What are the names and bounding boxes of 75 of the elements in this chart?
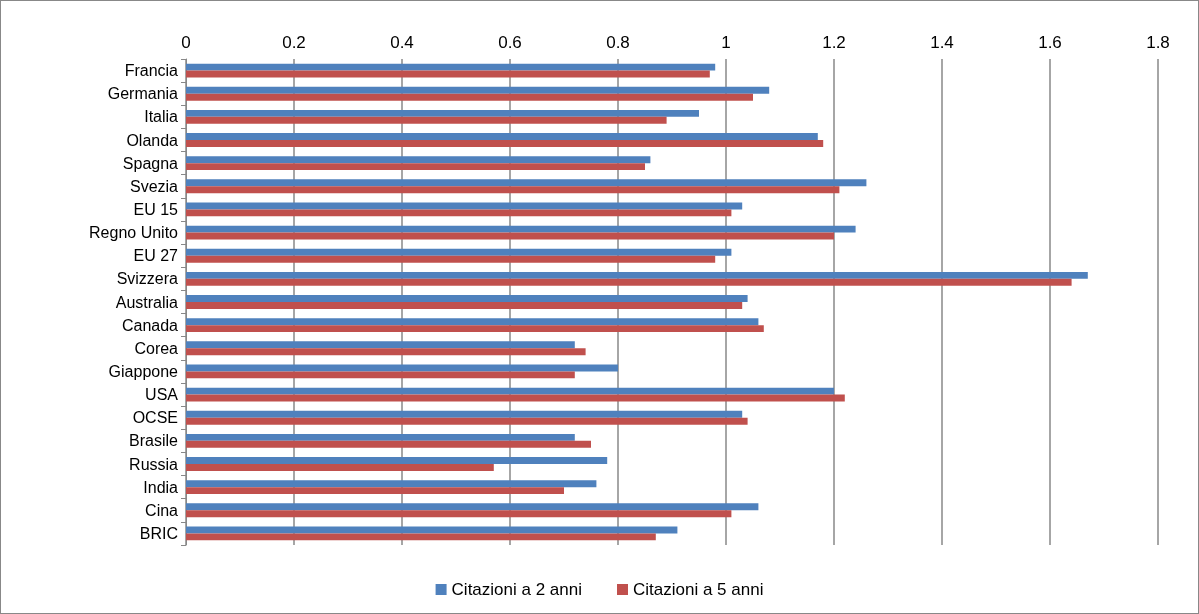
bar — [186, 480, 597, 488]
bar — [186, 510, 732, 518]
bar — [186, 255, 716, 263]
y-tick-label: Canada — [121, 316, 179, 334]
x-tick-label: 0.4 — [390, 33, 414, 52]
bar — [186, 348, 586, 356]
y-tick-label: EU 15 — [133, 200, 179, 218]
bar — [186, 179, 867, 187]
bar — [186, 278, 1072, 286]
y-tick-label: Germania — [107, 85, 179, 103]
bar — [186, 387, 834, 395]
y-tick-label: Svezia — [129, 177, 179, 195]
bar — [186, 325, 764, 333]
bar — [186, 533, 656, 541]
bar — [186, 86, 770, 94]
x-tick-label: 1.8 — [1146, 33, 1170, 52]
bar — [186, 163, 645, 171]
bar — [186, 133, 818, 140]
y-tick-label: Regno Unito — [89, 224, 179, 242]
bar — [186, 433, 575, 441]
y-tick-label: Corea — [134, 339, 179, 357]
bar — [186, 526, 678, 534]
bar — [186, 70, 710, 78]
bar — [186, 302, 743, 309]
y-tick-label: Svizzera — [116, 270, 179, 288]
bar — [186, 109, 699, 117]
bar — [186, 417, 748, 425]
bar — [186, 93, 753, 101]
bar — [186, 209, 732, 217]
y-tick-label: India — [143, 478, 179, 496]
bar — [186, 440, 591, 448]
legend-label: Citazioni a 5 anni — [633, 580, 764, 599]
x-tick-label: 1.2 — [822, 33, 846, 52]
y-tick-label: Italia — [144, 108, 179, 126]
y-tick-label: Olanda — [126, 131, 179, 149]
y-tick-label: Brasile — [129, 432, 179, 450]
bar — [186, 140, 824, 147]
legend-label: Citazioni a 2 anni — [451, 580, 583, 599]
x-tick-label: 0.8 — [606, 33, 630, 52]
bar — [186, 271, 1088, 279]
y-tick-label: USA — [145, 386, 179, 404]
y-tick-label: Spagna — [122, 154, 179, 172]
bar — [186, 464, 494, 471]
y-tick-label: Giappone — [108, 362, 179, 380]
y-tick-label: Francia — [124, 62, 179, 80]
bar — [186, 371, 575, 379]
bar — [186, 503, 759, 511]
x-tick-label: 1 — [721, 33, 731, 52]
y-tick-label: Australia — [115, 293, 179, 311]
x-tick-label: 1.6 — [1038, 33, 1062, 52]
bar — [186, 202, 743, 210]
bar — [186, 341, 575, 349]
bar — [186, 232, 834, 240]
bar — [186, 394, 845, 402]
bar — [186, 156, 651, 164]
bar — [186, 63, 716, 71]
y-tick-label: Russia — [129, 455, 179, 473]
bar — [186, 225, 856, 233]
x-tick-label: 0 — [181, 33, 191, 52]
y-tick-label: Cina — [145, 501, 179, 519]
x-tick-label: 0.6 — [498, 33, 522, 52]
bar — [186, 186, 840, 194]
bar — [186, 318, 759, 326]
x-tick-label: 1.4 — [930, 33, 954, 52]
y-tick-label: EU 27 — [133, 247, 179, 265]
bar — [186, 116, 667, 124]
bar — [186, 487, 564, 495]
x-tick-label: 0.2 — [282, 33, 306, 52]
y-tick-label: BRIC — [139, 524, 178, 542]
bar — [186, 364, 618, 372]
bar — [186, 295, 748, 302]
bar — [186, 410, 743, 418]
bar — [186, 248, 732, 256]
bar — [186, 457, 608, 464]
y-tick-label: OCSE — [132, 409, 178, 427]
